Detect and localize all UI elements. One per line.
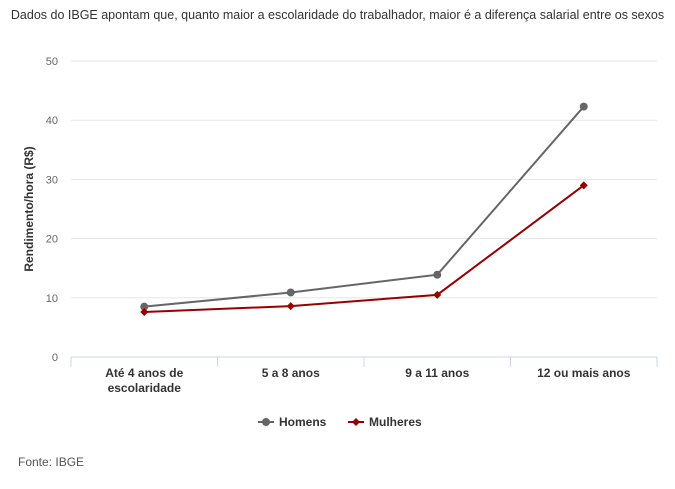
- x-tick-label: 12 ou mais anos: [537, 366, 631, 380]
- chart-title: Dados do IBGE apontam que, quanto maior …: [10, 8, 665, 22]
- x-tick-label: escolaridade: [108, 381, 182, 395]
- series-line-homens: [144, 105, 585, 308]
- data-point: [140, 308, 149, 317]
- series-line-mulheres: [144, 184, 585, 314]
- y-axis-label: Rendimento/hora (R$): [22, 146, 36, 271]
- legend-marker-circle: [262, 418, 270, 426]
- y-tick-label: 50: [46, 56, 58, 68]
- data-point: [433, 290, 442, 299]
- legend-item-mulheres[interactable]: Mulheres: [348, 415, 422, 429]
- legend-marker-diamond: [352, 418, 360, 426]
- x-tick-label: 5 a 8 anos: [262, 366, 320, 380]
- data-point: [579, 181, 588, 190]
- data-point: [579, 102, 588, 111]
- y-tick-label: 40: [46, 115, 58, 127]
- y-tick-label: 10: [46, 293, 58, 305]
- x-tick-label: 9 a 11 anos: [405, 366, 469, 380]
- y-tick-label: 20: [46, 234, 58, 246]
- x-tick-label: Até 4 anos de: [105, 366, 183, 380]
- data-point: [286, 302, 295, 311]
- legend-item-homens[interactable]: Homens: [258, 415, 327, 429]
- data-point: [140, 302, 149, 311]
- data-point: [286, 288, 295, 297]
- source-note: Fonte: IBGE: [18, 455, 85, 469]
- y-tick-label: 30: [46, 174, 58, 186]
- y-tick-label: 0: [52, 352, 58, 364]
- legend-label: Mulheres: [369, 415, 422, 429]
- data-point: [433, 270, 442, 279]
- legend-label: Homens: [279, 415, 327, 429]
